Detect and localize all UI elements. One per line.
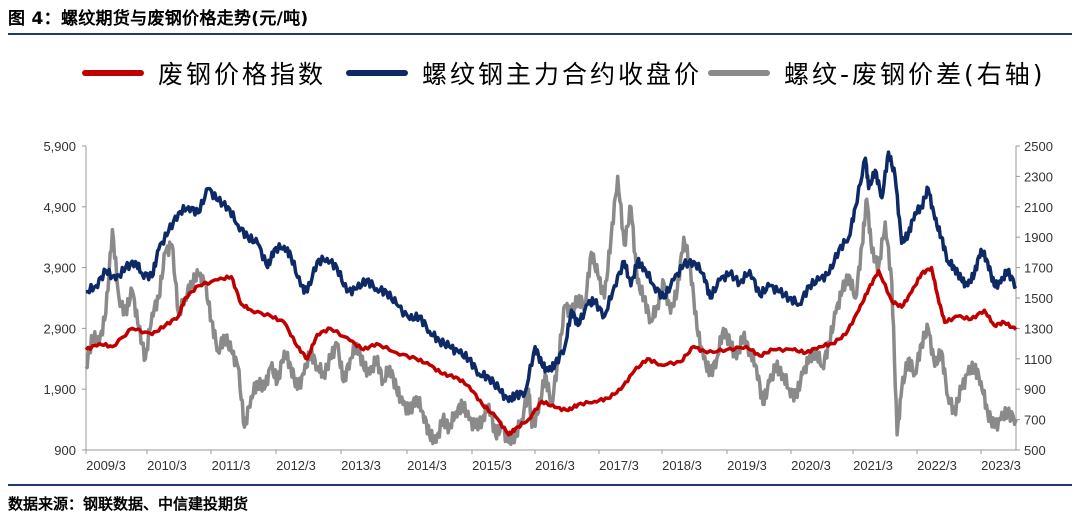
right-y-tick-label: 1300: [1024, 321, 1053, 336]
right-y-tick-label: 700: [1024, 413, 1046, 428]
left-y-tick-label: 5,900: [43, 139, 76, 154]
legend-swatch-spread: [708, 70, 770, 76]
x-tick-label: 2018/3: [662, 458, 702, 473]
legend-label-rebar-close: 螺纹钢主力合约收盘价: [422, 60, 703, 89]
legend-item-rebar-close: 螺纹钢主力合约收盘价: [346, 56, 702, 90]
x-tick-label: 2019/3: [727, 458, 767, 473]
x-tick-label: 2023/3: [981, 458, 1021, 473]
chart-axes: 900 1,900 2,900 3,900 4,900 5,900 500 700 900 110…: [43, 139, 1052, 473]
x-tick-label: 2017/3: [599, 458, 639, 473]
chart-legend: 废钢价格指数 螺纹钢主力合约收盘价 螺纹-废钢价差(右轴): [0, 56, 1080, 96]
right-y-tick-label: 2100: [1024, 200, 1053, 215]
series-line-scrap-index: [84, 265, 1018, 437]
right-y-tick-label: 500: [1024, 443, 1046, 458]
right-y-tick-label: 1900: [1024, 230, 1053, 245]
x-tick-label: 2011/3: [212, 458, 251, 473]
right-y-tick-label: 900: [1024, 382, 1046, 397]
right-y-tick-label: 2500: [1024, 139, 1053, 154]
series-line-rebar-close: [85, 150, 1018, 404]
x-tick-label: 2021/3: [853, 458, 893, 473]
right-y-tick-label: 1100: [1024, 352, 1052, 367]
x-tick-label: 2010/3: [147, 458, 187, 473]
data-source: 数据来源：钢联数据、中信建投期货: [8, 495, 249, 513]
legend-label-spread: 螺纹-废钢价差(右轴): [784, 60, 1046, 89]
right-y-tick-label: 1500: [1024, 291, 1053, 306]
legend-swatch-scrap-index: [82, 70, 144, 76]
right-y-tick-label: 1700: [1024, 261, 1053, 276]
source-divider: [8, 484, 1072, 486]
right-y-tick-label: 2300: [1024, 169, 1053, 184]
left-y-tick-label: 3,900: [43, 261, 76, 276]
legend-item-spread: 螺纹-废钢价差(右轴): [708, 56, 1046, 90]
left-y-tick-label: 2,900: [43, 321, 76, 336]
left-y-tick-label: 1,900: [43, 382, 76, 397]
x-tick-label: 2013/3: [341, 458, 381, 473]
x-tick-label: 2012/3: [276, 458, 316, 473]
left-y-tick-label: 4,900: [43, 200, 76, 215]
legend-label-scrap-index: 废钢价格指数: [158, 60, 327, 89]
x-tick-label: 2022/3: [917, 458, 957, 473]
left-y-tick-label: 900: [54, 443, 76, 458]
legend-item-scrap-index: 废钢价格指数: [82, 56, 326, 90]
x-tick-label: 2014/3: [407, 458, 447, 473]
x-tick-label: 2016/3: [535, 458, 575, 473]
chart-series: [84, 150, 1018, 447]
x-tick-label: 2015/3: [472, 458, 512, 473]
title-divider: [8, 33, 1072, 35]
x-tick-label: 2020/3: [791, 458, 831, 473]
chart-title: 图 4：螺纹期货与废钢价格走势(元/吨): [8, 9, 309, 29]
legend-swatch-rebar-close: [346, 70, 408, 76]
x-tick-label: 2009/3: [86, 458, 126, 473]
